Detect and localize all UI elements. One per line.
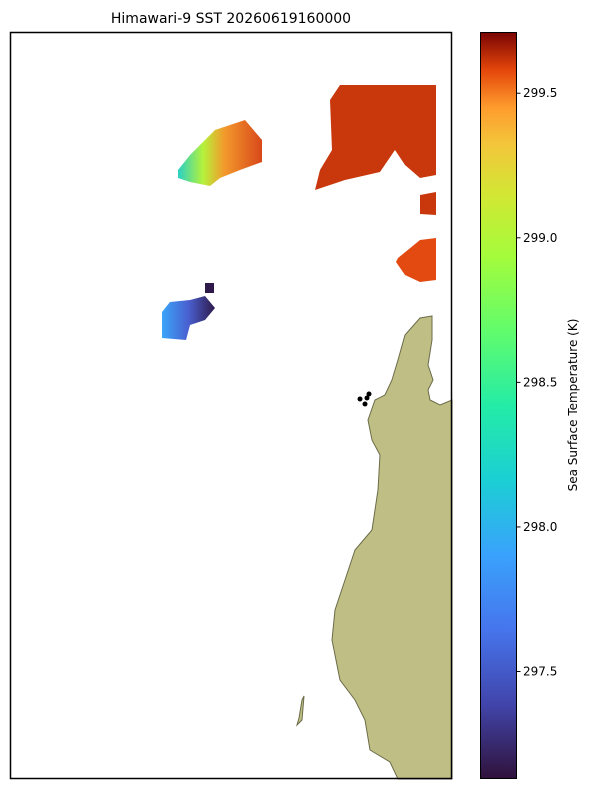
map-frame <box>9 31 453 780</box>
station <box>364 395 370 401</box>
sst-patch <box>315 85 436 190</box>
colorbar <box>480 32 517 779</box>
colorbar-tick-label: 299.0 <box>523 231 557 245</box>
colorbar-tick-label: 298.5 <box>523 375 557 389</box>
land <box>331 315 453 780</box>
sst-patch <box>162 296 215 340</box>
colorbar-tick-label: 299.5 <box>523 86 557 100</box>
map-title: Himawari-9 SST 20260619160000 <box>111 11 351 27</box>
sst-patch <box>396 238 436 282</box>
map-area <box>9 31 453 780</box>
station <box>357 396 363 402</box>
island <box>295 695 305 727</box>
colorbar-tick-label: 298.0 <box>523 520 557 534</box>
colorbar-tick-label: 297.5 <box>523 665 557 679</box>
colorbar-ticks: 297.5 298.0 298.5 299.0 299.5 <box>516 86 557 679</box>
colorbar-label: Sea Surface Temperature (K) <box>566 319 580 492</box>
sst-patch <box>205 283 214 293</box>
sst-patch <box>420 192 436 215</box>
sst-patch <box>178 120 262 186</box>
station <box>366 391 372 397</box>
station <box>362 401 368 407</box>
